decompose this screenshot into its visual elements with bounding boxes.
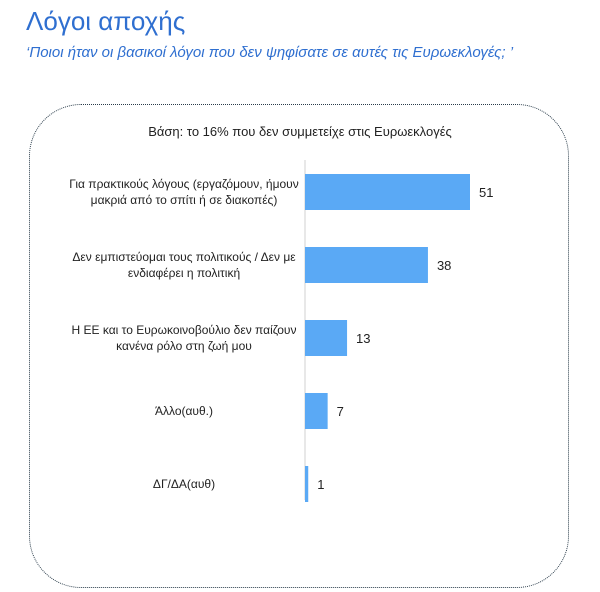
value-label-1: 38	[437, 258, 451, 273]
bar-2	[305, 320, 348, 356]
bar-1	[305, 247, 428, 283]
category-label-2-line-0: Η ΕΕ και το Ευρωκοινοβούλιο δεν παίζουν	[72, 323, 297, 337]
base-note: Βάση: το 16% που δεν συμμετείχε στις Ευρ…	[148, 124, 452, 139]
category-label-0-line-0: Για πρακτικούς λόγους (εργαζόμουν, ήμουν	[69, 177, 298, 191]
page-title: Λόγοι αποχής	[26, 6, 186, 36]
value-label-2: 13	[356, 331, 370, 346]
category-label-0-line-1: μακριά από το σπίτι ή σε διακοπές)	[91, 193, 278, 207]
value-label-4: 1	[317, 477, 324, 492]
bar-0	[305, 174, 470, 210]
value-label-0: 51	[479, 185, 493, 200]
value-label-3: 7	[337, 404, 344, 419]
bar-4	[305, 466, 309, 502]
category-label-3-line-0: Άλλο(αυθ.)	[155, 404, 213, 418]
category-label-1-line-0: Δεν εμπιστεύομαι τους πολιτικούς / Δεν μ…	[72, 250, 296, 264]
category-label-1-line-1: ενδιαφέρει η πολιτική	[128, 266, 240, 280]
page-subtitle: ‘Ποιοι ήταν οι βασικοί λόγοι που δεν ψηφ…	[26, 44, 514, 61]
bar-3	[305, 393, 328, 429]
category-label-4-line-0: ΔΓ/ΔΑ(αυθ)	[153, 477, 215, 491]
category-label-2-line-1: κανένα ρόλο στη ζωή μου	[116, 339, 252, 353]
chart-frame	[29, 104, 569, 588]
